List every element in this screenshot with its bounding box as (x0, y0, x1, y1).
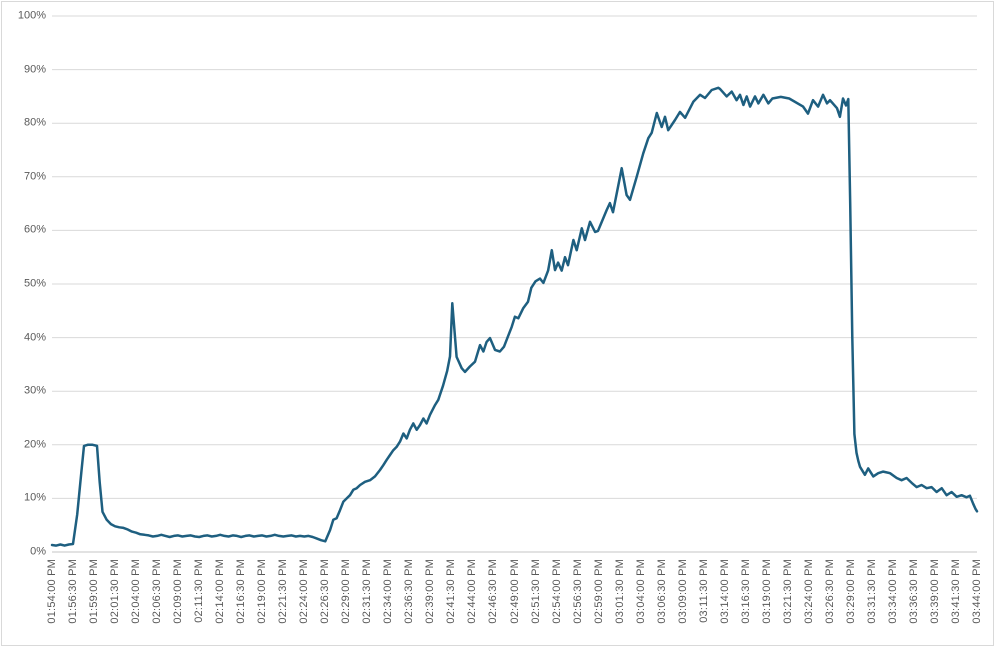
x-tick-label: 03:44:00 PM (971, 559, 983, 624)
x-tick-label: 01:56:30 PM (67, 559, 80, 624)
x-tick-label: 02:24:00 PM (298, 559, 311, 624)
x-tick-label: 02:06:30 PM (151, 559, 164, 624)
x-tick-label: 03:09:00 PM (676, 559, 689, 624)
y-tick-label: 30% (23, 384, 46, 397)
y-tick-label: 80% (23, 116, 46, 129)
y-tick-label: 60% (23, 223, 46, 236)
x-tick-label: 03:41:30 PM (949, 559, 962, 624)
x-tick-label: 02:16:30 PM (235, 559, 248, 624)
x-tick-label: 03:31:30 PM (865, 559, 878, 624)
x-tick-label: 02:41:30 PM (445, 559, 458, 624)
x-tick-label: 02:44:00 PM (466, 559, 479, 624)
x-tick-label: 02:19:00 PM (256, 559, 269, 624)
x-tick-label: 03:04:00 PM (634, 559, 647, 624)
x-tick-label: 03:34:00 PM (886, 559, 899, 624)
x-tick-label: 02:36:30 PM (403, 559, 416, 624)
x-tick-label: 02:51:30 PM (529, 559, 542, 624)
x-tick-label: 03:01:30 PM (613, 559, 626, 624)
x-tick-label: 02:54:00 PM (550, 559, 563, 624)
x-tick-label: 01:54:00 PM (46, 559, 58, 624)
horizontal-gridlines (52, 15, 977, 553)
x-tick-label: 03:29:00 PM (844, 559, 857, 624)
x-tick-label: 03:39:00 PM (928, 559, 941, 624)
x-tick-label: 02:09:00 PM (172, 559, 185, 624)
x-tick-label: 03:21:30 PM (781, 559, 794, 624)
x-tick-label: 02:01:30 PM (109, 559, 122, 624)
x-tick-label: 03:26:30 PM (823, 559, 836, 624)
data-series-line (50, 86, 979, 547)
y-tick-label: 90% (23, 63, 46, 76)
y-tick-label: 10% (23, 491, 46, 504)
x-tick-label: 02:39:00 PM (424, 559, 437, 624)
x-tick-label: 02:29:00 PM (340, 559, 353, 624)
y-tick-label: 100% (17, 9, 46, 22)
x-tick-label: 02:34:00 PM (382, 559, 395, 624)
y-tick-label: 40% (23, 331, 46, 344)
x-tick-label: 03:36:30 PM (907, 559, 920, 624)
x-tick-label: 03:19:00 PM (760, 559, 773, 624)
y-tick-label: 50% (23, 277, 46, 290)
x-tick-label: 03:06:30 PM (655, 559, 668, 624)
x-tick-label: 02:46:30 PM (487, 559, 500, 624)
x-tick-label: 02:26:30 PM (319, 559, 332, 624)
x-tick-label: 03:11:30 PM (697, 559, 710, 623)
x-tick-label: 02:04:00 PM (130, 559, 143, 624)
x-tick-label: 03:14:00 PM (718, 559, 731, 624)
y-tick-label: 20% (23, 438, 46, 451)
x-tick-label: 02:31:30 PM (361, 559, 374, 624)
x-tick-label: 02:14:00 PM (214, 559, 227, 624)
x-tick-label: 02:11:30 PM (193, 559, 206, 623)
x-tick-label: 02:49:00 PM (508, 559, 521, 624)
x-tick-label: 03:24:00 PM (802, 559, 815, 624)
x-tick-label: 02:56:30 PM (571, 559, 584, 624)
x-tick-label: 02:21:30 PM (277, 559, 290, 624)
y-tick-label: 70% (23, 170, 46, 183)
x-tick-label: 01:59:00 PM (88, 559, 101, 624)
x-tick-label: 02:59:00 PM (592, 559, 605, 624)
x-tick-label: 03:16:30 PM (739, 559, 752, 624)
y-tick-label: 0% (30, 545, 46, 558)
